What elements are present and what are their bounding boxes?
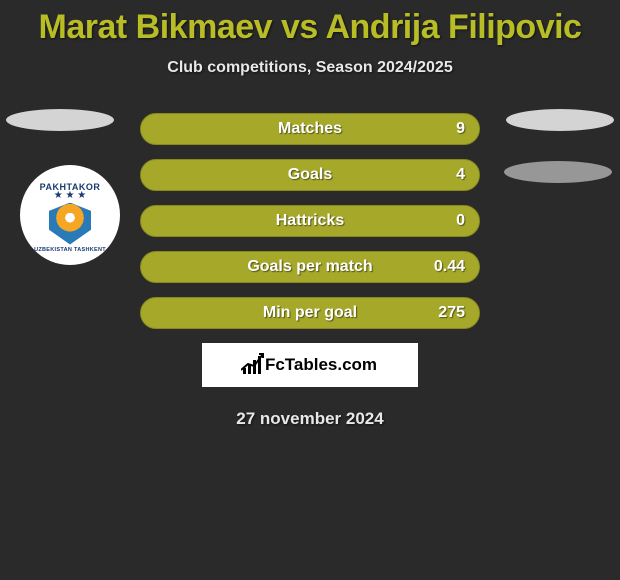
player-right-oval-2 [504,161,612,183]
stat-label: Matches [278,120,342,138]
brand-trend-icon [241,352,267,372]
stat-row-matches: Matches 9 [140,113,480,145]
brand-text: FcTables.com [265,355,377,375]
stat-label: Goals per match [247,258,372,276]
badge-shield-icon [49,203,91,245]
club-badge: PAKHTAKOR ★ ★ ★ UZBEKISTAN TASHKENT [20,165,120,265]
stats-area: PAKHTAKOR ★ ★ ★ UZBEKISTAN TASHKENT Matc… [0,113,620,429]
badge-bottom-text: UZBEKISTAN TASHKENT [34,247,106,253]
brand-box: FcTables.com [202,343,418,387]
player-left-oval [6,109,114,131]
date-line: 27 november 2024 [0,409,620,429]
badge-stars-icon: ★ ★ ★ [54,190,86,201]
stat-label: Min per goal [263,304,357,322]
player-right-oval-1 [506,109,614,131]
stat-label: Goals [288,166,332,184]
stat-row-goals: Goals 4 [140,159,480,191]
stat-value-right: 275 [438,304,465,322]
stat-value-right: 9 [456,120,465,138]
brand-chart-icon [243,356,261,374]
stat-row-mpg: Min per goal 275 [140,297,480,329]
subtitle: Club competitions, Season 2024/2025 [0,59,620,77]
stat-label: Hattricks [276,212,344,230]
stat-value-right: 4 [456,166,465,184]
stat-row-gpm: Goals per match 0.44 [140,251,480,283]
page-title: Marat Bikmaev vs Andrija Filipovic [0,0,620,47]
stat-value-right: 0 [456,212,465,230]
stat-row-hattricks: Hattricks 0 [140,205,480,237]
stat-rows: Matches 9 Goals 4 Hattricks 0 Goals per … [140,113,480,329]
stat-value-right: 0.44 [434,258,465,276]
